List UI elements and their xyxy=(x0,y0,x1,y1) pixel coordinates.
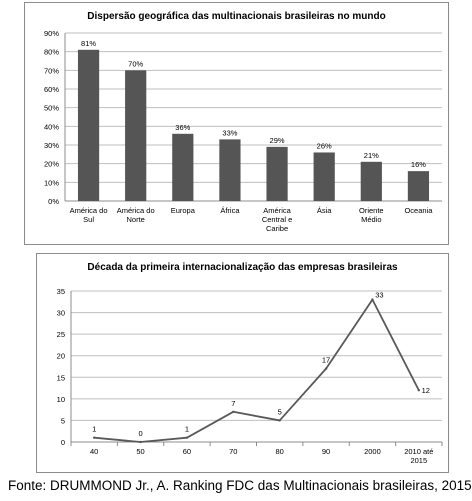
y-tick-label: 30 xyxy=(57,309,65,318)
data-point xyxy=(417,389,421,392)
bar xyxy=(360,161,382,201)
x-tick-label: Caribe xyxy=(266,224,288,233)
y-tick-label: 90% xyxy=(44,29,59,38)
y-tick-label: 70% xyxy=(44,66,59,75)
bar xyxy=(407,171,430,201)
x-tick-label: 90 xyxy=(322,447,330,456)
y-tick-label: 40% xyxy=(44,122,59,131)
x-tick-label: 2010 até xyxy=(404,447,433,456)
x-tick-label: 40 xyxy=(90,447,98,456)
x-tick-label: América do xyxy=(117,206,155,215)
data-point xyxy=(371,298,374,301)
y-tick-label: 10% xyxy=(44,178,59,187)
y-tick-label: 30% xyxy=(44,141,59,150)
x-tick-label: 80 xyxy=(276,447,284,456)
chart-title: Dispersão geográfica das multinacionais … xyxy=(87,11,386,22)
x-tick-label: 50 xyxy=(136,447,144,456)
data-label: 16% xyxy=(411,160,426,169)
data-point xyxy=(324,367,328,370)
data-label: 33 xyxy=(375,291,383,300)
y-tick-label: 35 xyxy=(57,287,65,296)
y-tick-label: 50% xyxy=(44,104,59,113)
x-tick-label: 2015 xyxy=(410,456,427,465)
data-point xyxy=(185,436,189,439)
y-tick-label: 60% xyxy=(44,85,59,94)
data-point xyxy=(278,419,281,422)
x-tick-label: 70 xyxy=(229,447,237,456)
x-tick-label: Ásia xyxy=(317,206,332,215)
data-label: 29% xyxy=(270,136,285,145)
y-tick-label: 80% xyxy=(44,48,59,57)
data-label: 81% xyxy=(81,39,96,48)
x-tick-label: Europa xyxy=(171,206,196,215)
x-tick-label: 2000 xyxy=(364,447,381,456)
data-label: 1 xyxy=(185,425,189,434)
y-tick-label: 15 xyxy=(57,373,65,382)
x-tick-label: África xyxy=(220,206,240,215)
data-label: 0 xyxy=(138,429,142,438)
bar xyxy=(77,49,100,201)
x-tick-label: Médio xyxy=(361,215,381,224)
x-tick-label: Oriente xyxy=(359,206,384,215)
data-label: 5 xyxy=(278,407,282,416)
data-point xyxy=(139,440,142,444)
y-tick-label: 5 xyxy=(61,416,65,425)
y-tick-label: 0 xyxy=(61,438,65,447)
chart-title: Década da primeira internacionalização d… xyxy=(87,262,398,273)
bar xyxy=(313,152,335,201)
internationalization-decade-chart: Década da primeira internacionalização d… xyxy=(36,253,449,473)
x-tick-label: Central e xyxy=(262,215,292,224)
bar xyxy=(125,70,147,201)
data-label: 33% xyxy=(222,128,237,137)
data-label: 7 xyxy=(231,399,235,408)
data-label: 21% xyxy=(364,151,379,160)
data-label: 1 xyxy=(92,425,96,434)
series-line xyxy=(94,298,420,443)
bar xyxy=(172,133,194,201)
geographic-dispersion-chart: Dispersão geográfica das multinacionais … xyxy=(24,2,449,245)
data-point xyxy=(92,436,96,439)
y-tick-label: 20 xyxy=(57,352,65,361)
x-tick-label: 60 xyxy=(183,447,191,456)
data-label: 70% xyxy=(128,59,143,68)
y-tick-label: 10 xyxy=(57,395,65,404)
y-tick-label: 0% xyxy=(48,197,59,206)
bar xyxy=(266,146,288,201)
y-tick-label: 20% xyxy=(44,160,59,169)
y-tick-label: 25 xyxy=(57,330,65,339)
x-tick-label: América xyxy=(263,206,291,215)
x-tick-label: Norte xyxy=(127,215,145,224)
data-point xyxy=(232,410,235,413)
source-caption: Fonte: DRUMMOND Jr., A. Ranking FDC das … xyxy=(8,478,472,493)
data-label: 26% xyxy=(317,141,332,150)
bar xyxy=(219,139,241,201)
data-label: 36% xyxy=(175,123,190,132)
bar-chart-svg: 0% 10% 20% 30% 40% 50% 60% 70% 80% 90% 81% 70% 36% 33… xyxy=(44,29,442,233)
x-tick-label: América do xyxy=(70,206,108,215)
data-label: 12 xyxy=(422,386,430,395)
x-tick-label: Sul xyxy=(83,215,94,224)
data-label: 17 xyxy=(322,356,330,365)
x-tick-label: Oceania xyxy=(404,206,433,215)
